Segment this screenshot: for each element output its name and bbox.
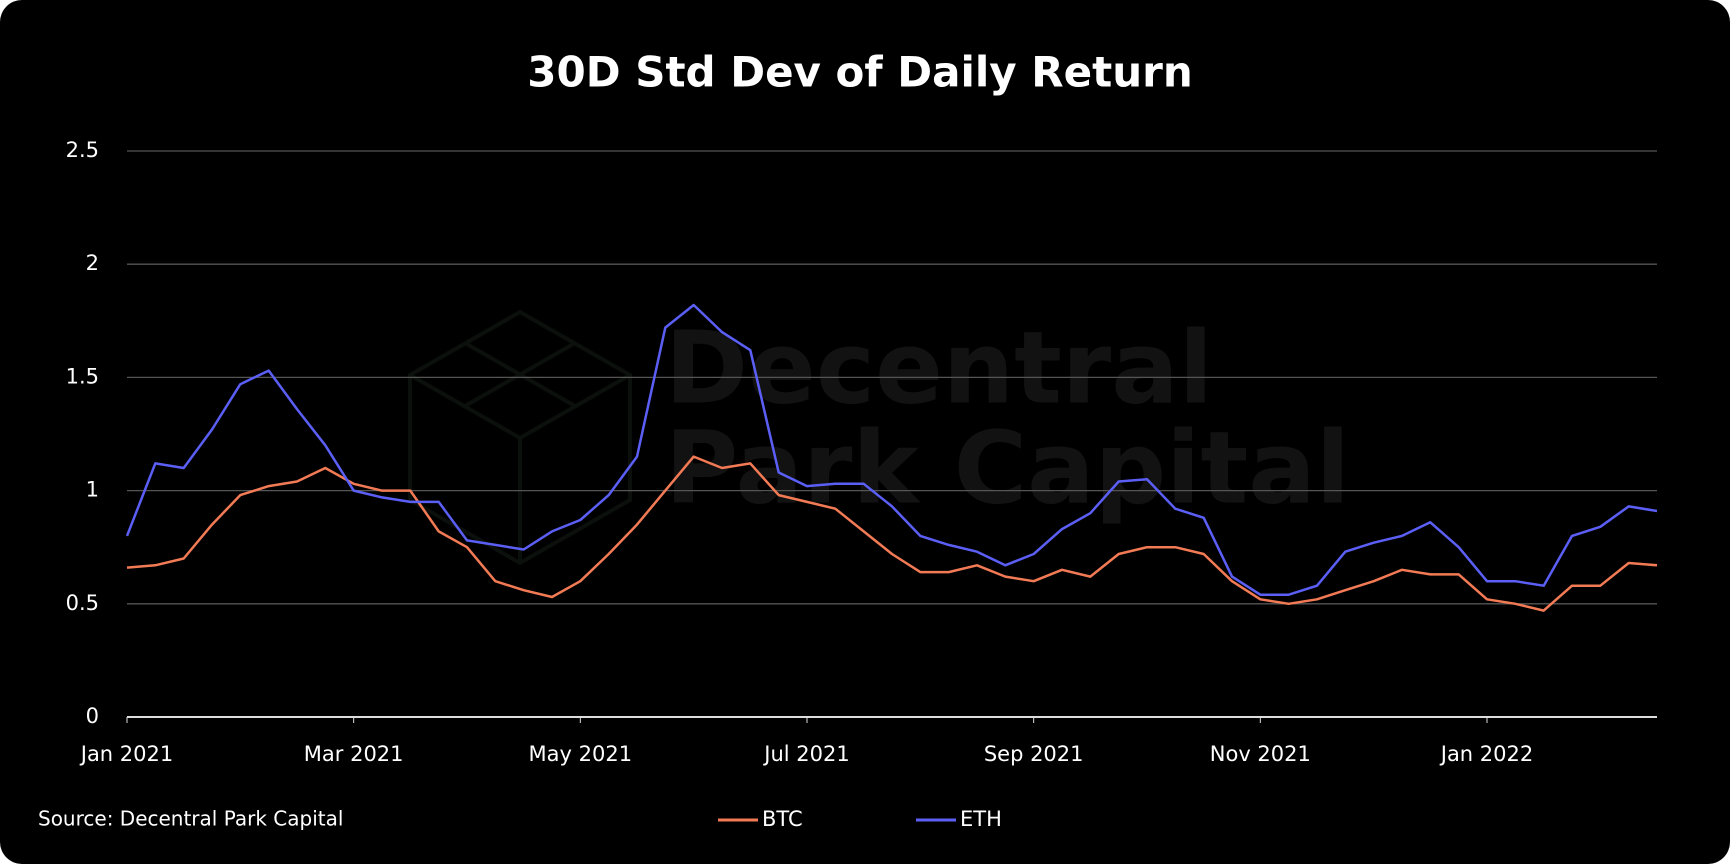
series-line bbox=[125, 303, 1658, 596]
watermark-text: Decentral bbox=[665, 309, 1213, 426]
x-tick-label: Jul 2021 bbox=[762, 742, 849, 766]
legend-label: ETH bbox=[960, 807, 1002, 831]
y-tick-label: 0.5 bbox=[66, 591, 99, 615]
x-tick-label: Mar 2021 bbox=[304, 742, 404, 766]
x-tick-label: May 2021 bbox=[529, 742, 633, 766]
x-tick-label: Jan 2022 bbox=[1439, 742, 1534, 766]
source-note: Source: Decentral Park Capital bbox=[38, 807, 343, 831]
series-line bbox=[126, 455, 1658, 612]
y-tick-label: 1.5 bbox=[66, 364, 99, 388]
y-tick-label: 1 bbox=[86, 478, 99, 502]
x-tick-label: Sep 2021 bbox=[984, 742, 1084, 766]
watermark-text: Park Capital bbox=[665, 409, 1350, 526]
y-tick-label: 0 bbox=[86, 704, 99, 728]
x-tick-label: Nov 2021 bbox=[1210, 742, 1311, 766]
y-tick-label: 2.5 bbox=[66, 138, 99, 162]
legend-label: BTC bbox=[762, 807, 803, 831]
x-tick-label: Jan 2021 bbox=[79, 742, 174, 766]
chart-title: 30D Std Dev of Daily Return bbox=[527, 48, 1192, 97]
y-tick-label: 2 bbox=[86, 251, 99, 275]
